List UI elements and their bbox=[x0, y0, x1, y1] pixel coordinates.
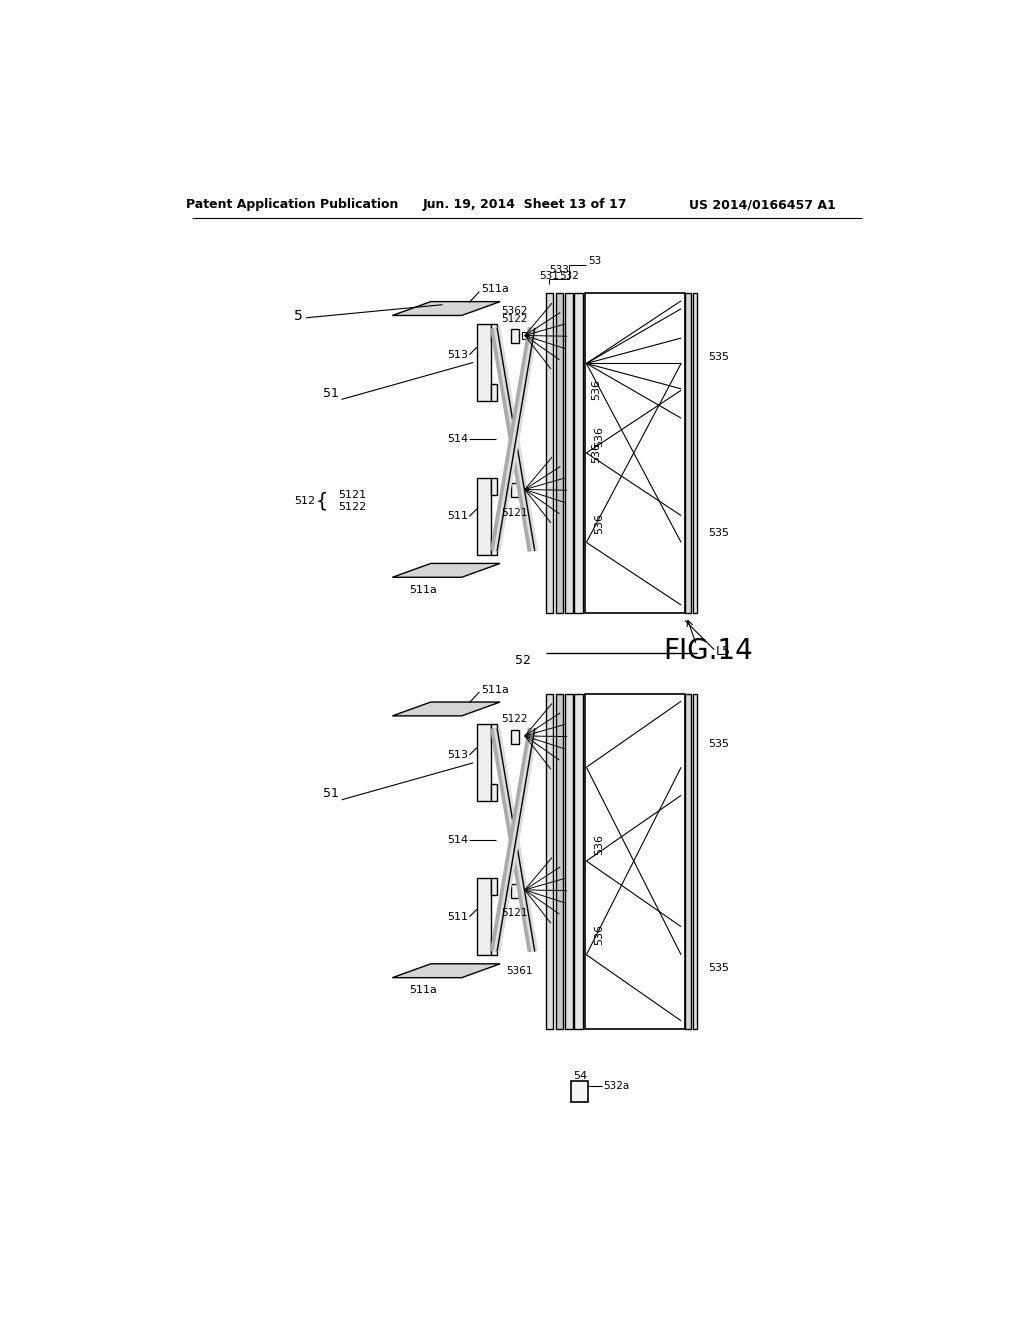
Bar bbox=[585, 293, 685, 612]
Text: FIG.14: FIG.14 bbox=[664, 638, 753, 665]
Text: 5121: 5121 bbox=[501, 508, 527, 517]
Text: 5121: 5121 bbox=[501, 908, 527, 917]
Text: 513: 513 bbox=[446, 350, 468, 360]
Polygon shape bbox=[392, 564, 500, 577]
Bar bbox=[556, 293, 562, 612]
Text: 532: 532 bbox=[559, 271, 579, 281]
Bar bbox=[685, 293, 691, 612]
Polygon shape bbox=[392, 964, 500, 978]
Bar bbox=[477, 878, 490, 956]
Text: 512: 512 bbox=[294, 496, 315, 506]
Bar bbox=[490, 323, 497, 341]
Bar bbox=[574, 293, 584, 612]
Text: Jun. 19, 2014  Sheet 13 of 17: Jun. 19, 2014 Sheet 13 of 17 bbox=[423, 198, 627, 211]
Text: 5121: 5121 bbox=[339, 490, 367, 500]
Bar bbox=[556, 693, 562, 1028]
Bar bbox=[574, 693, 584, 1028]
Text: 536: 536 bbox=[592, 379, 601, 400]
Text: 513: 513 bbox=[446, 750, 468, 760]
Bar bbox=[585, 693, 685, 1028]
Text: 51: 51 bbox=[323, 787, 339, 800]
Bar bbox=[692, 693, 696, 1028]
Text: 5122: 5122 bbox=[339, 502, 367, 512]
Text: Patent Application Publication: Patent Application Publication bbox=[186, 198, 398, 211]
Bar bbox=[511, 483, 518, 498]
Bar bbox=[685, 693, 691, 1028]
Bar bbox=[521, 331, 528, 339]
Text: 5362: 5362 bbox=[501, 306, 527, 315]
Polygon shape bbox=[392, 302, 500, 315]
Bar bbox=[490, 784, 497, 801]
Bar bbox=[477, 725, 490, 801]
Text: 532a: 532a bbox=[603, 1081, 630, 1092]
Bar bbox=[565, 293, 572, 612]
Text: 536: 536 bbox=[592, 442, 601, 463]
Text: 511a: 511a bbox=[410, 985, 437, 995]
Text: 536: 536 bbox=[594, 512, 604, 533]
Text: 533: 533 bbox=[550, 265, 569, 275]
Bar bbox=[490, 539, 497, 554]
Text: 514: 514 bbox=[446, 834, 468, 845]
Text: 536: 536 bbox=[594, 924, 604, 945]
Polygon shape bbox=[392, 702, 500, 715]
Text: 535: 535 bbox=[708, 528, 729, 537]
Bar bbox=[490, 939, 497, 956]
Text: 5122: 5122 bbox=[501, 314, 527, 323]
Text: 5361: 5361 bbox=[506, 966, 532, 975]
Bar bbox=[477, 478, 490, 554]
Bar bbox=[511, 884, 518, 898]
Text: 511a: 511a bbox=[410, 585, 437, 594]
Text: 53: 53 bbox=[588, 256, 601, 265]
Text: 511: 511 bbox=[446, 511, 468, 521]
Bar bbox=[477, 323, 490, 401]
Bar bbox=[571, 1081, 588, 1102]
Text: 535: 535 bbox=[708, 964, 729, 973]
Text: US 2014/0166457 A1: US 2014/0166457 A1 bbox=[688, 198, 836, 211]
Bar bbox=[692, 293, 696, 612]
Bar bbox=[490, 478, 497, 495]
Bar bbox=[547, 693, 553, 1028]
Text: 511a: 511a bbox=[481, 685, 509, 694]
Text: 536: 536 bbox=[594, 834, 604, 855]
Text: 535: 535 bbox=[708, 352, 729, 362]
Text: {: { bbox=[315, 491, 328, 511]
Bar bbox=[490, 725, 497, 742]
Bar bbox=[490, 384, 497, 401]
Text: 54: 54 bbox=[573, 1072, 588, 1081]
Text: L5: L5 bbox=[716, 644, 731, 657]
Text: 5122: 5122 bbox=[501, 714, 527, 723]
Text: 531: 531 bbox=[540, 271, 559, 281]
Text: 51: 51 bbox=[323, 387, 339, 400]
Text: 5: 5 bbox=[294, 309, 303, 323]
Text: 535: 535 bbox=[708, 739, 729, 748]
Bar bbox=[511, 730, 518, 743]
Bar bbox=[547, 293, 553, 612]
Bar bbox=[565, 693, 572, 1028]
Text: 511: 511 bbox=[446, 912, 468, 921]
Text: 511a: 511a bbox=[481, 284, 509, 294]
Text: 514: 514 bbox=[446, 434, 468, 445]
Bar bbox=[490, 878, 497, 895]
Text: 52: 52 bbox=[515, 655, 531, 668]
Text: 536: 536 bbox=[594, 426, 604, 447]
Bar bbox=[511, 330, 518, 343]
